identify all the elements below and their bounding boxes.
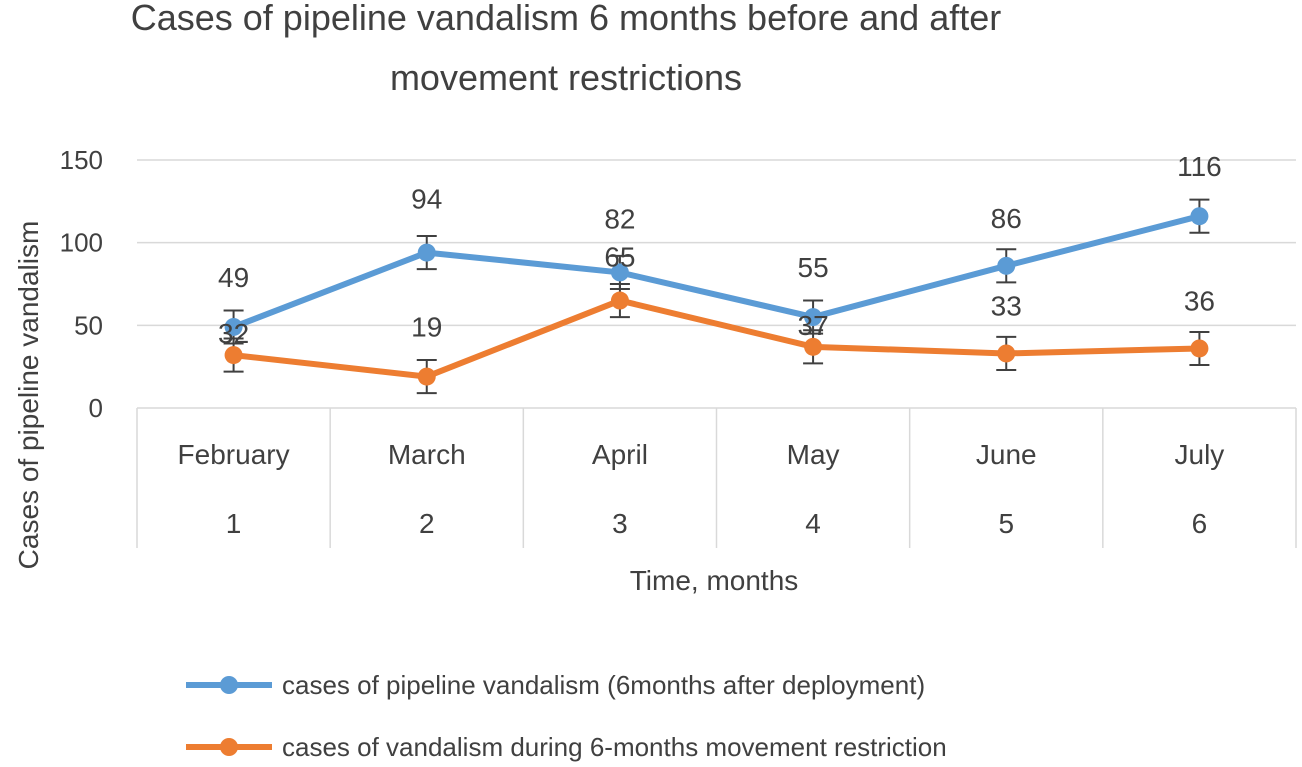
x-category-label: April xyxy=(592,439,648,470)
x-category-label: February xyxy=(178,439,290,470)
legend-label-2: cases of vandalism during 6-months movem… xyxy=(282,732,947,762)
series-1-data-label: 82 xyxy=(604,203,635,234)
series-1-point xyxy=(1190,207,1209,226)
x-category-label: July xyxy=(1175,439,1225,470)
y-tick-label-150: 150 xyxy=(60,145,103,175)
series-1-point xyxy=(224,317,243,336)
series-1-data-label: 86 xyxy=(991,203,1022,234)
series-line-1 xyxy=(232,213,1201,330)
series-2-point xyxy=(804,337,823,356)
x-category-label: June xyxy=(976,439,1037,470)
chart-title-line-1: Cases of pipeline vandalism 6 months bef… xyxy=(131,0,1002,38)
x-category-number: 6 xyxy=(1192,508,1208,539)
series-2-data-label: 32 xyxy=(218,318,249,349)
legend: cases of pipeline vandalism (6months aft… xyxy=(186,670,947,762)
series-2-point xyxy=(417,367,436,386)
series-1-data-label: 116 xyxy=(1177,151,1222,182)
series-2-data-label: 37 xyxy=(798,310,829,341)
x-category-label: March xyxy=(388,439,466,470)
series-1-point xyxy=(804,308,823,327)
y-tick-label-100: 100 xyxy=(60,228,103,258)
series-group xyxy=(223,198,1210,395)
series-1-point xyxy=(997,256,1016,275)
data-labels: 49 94 82 55 86 116 32 19 65 37 33 36 xyxy=(218,151,1222,349)
legend-marker-1 xyxy=(220,676,238,694)
x-category-number: 5 xyxy=(998,508,1014,539)
series-1-data-label: 49 xyxy=(218,262,249,293)
series-2-point xyxy=(610,291,629,310)
chart-title-line-2: movement restrictions xyxy=(390,57,742,98)
series-2-point xyxy=(224,346,243,365)
y-axis-title: Cases of pipeline vandalism xyxy=(13,221,44,570)
legend-label-1: cases of pipeline vandalism (6months aft… xyxy=(282,670,925,700)
x-category-number: 1 xyxy=(226,508,242,539)
series-2-data-label: 65 xyxy=(604,242,635,273)
y-axis-ticks: 0 50 100 150 xyxy=(60,145,103,423)
series-2-data-label: 36 xyxy=(1184,285,1215,316)
series-1-point xyxy=(417,243,436,262)
x-category-number: 4 xyxy=(805,508,821,539)
y-tick-label-50: 50 xyxy=(74,310,103,340)
series-2-point xyxy=(1190,339,1209,358)
x-category-number: 3 xyxy=(612,508,628,539)
series-2-point xyxy=(997,344,1016,363)
series-line-2 xyxy=(233,297,1200,380)
gridlines xyxy=(137,159,1296,409)
x-category-label: May xyxy=(787,439,840,470)
series-2-data-label: 19 xyxy=(411,312,442,343)
series-1-point xyxy=(610,263,629,282)
y-tick-label-0: 0 xyxy=(89,393,103,423)
x-axis-table: February 1 March 2 April 3 May 4 June 5 July 6 xyxy=(136,408,1297,548)
series-2-data-label: 33 xyxy=(991,290,1022,321)
series-1-data-label: 94 xyxy=(411,184,442,215)
legend-marker-2 xyxy=(220,738,238,756)
series-1-data-label: 55 xyxy=(798,252,829,283)
x-category-number: 2 xyxy=(419,508,435,539)
x-axis-title: Time, months xyxy=(630,565,799,596)
